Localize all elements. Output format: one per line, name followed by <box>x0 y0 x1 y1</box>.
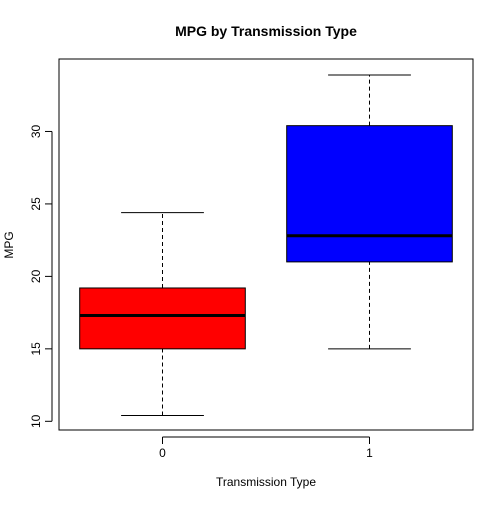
boxes-group <box>80 75 453 416</box>
y-axis: 10 15 20 25 30 <box>29 124 52 428</box>
box-0 <box>80 213 246 416</box>
x-tick-label: 1 <box>366 446 373 460</box>
x-tick-label: 0 <box>159 446 166 460</box>
iqr-box <box>80 288 246 349</box>
iqr-box <box>287 126 453 262</box>
y-tick-label: 30 <box>29 124 43 138</box>
chart-title: MPG by Transmission Type <box>175 23 357 39</box>
y-axis-label: MPG <box>2 231 16 258</box>
x-axis-label: Transmission Type <box>216 475 316 489</box>
y-tick-label: 25 <box>29 197 43 211</box>
box-1 <box>287 75 453 349</box>
y-tick-label: 20 <box>29 269 43 283</box>
y-tick-label: 15 <box>29 342 43 356</box>
y-tick-label: 10 <box>29 414 43 428</box>
